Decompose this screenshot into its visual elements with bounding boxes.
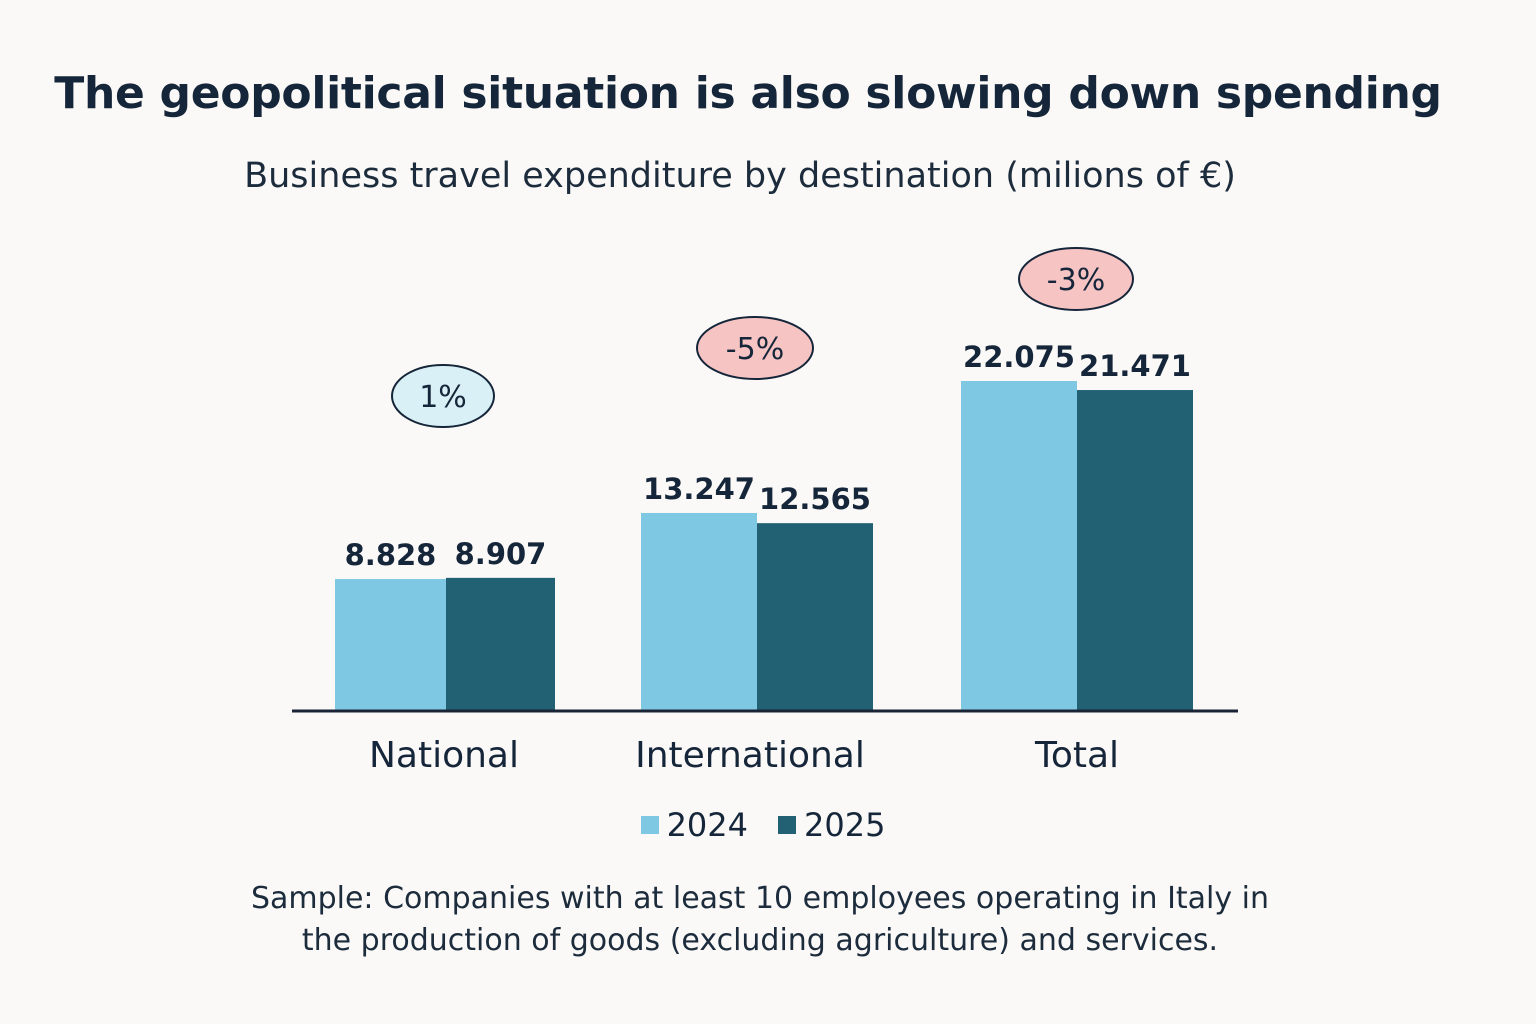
sample-note-line-2: the production of goods (excluding agric… (301, 923, 1219, 958)
category-label-international: International (635, 735, 865, 776)
legend-item-2024: 2024 (640, 806, 748, 844)
sample-note: Sample: Companies with at least 10 emplo… (0, 878, 1520, 962)
category-label-national: National (369, 735, 519, 776)
value-label-total-2025: 21.471 (1079, 349, 1191, 383)
change-label-total: -3% (1047, 263, 1105, 298)
bar-chart: 8.828 8.907 National 1% 13.247 12.565 Internat… (292, 247, 1238, 776)
bar-total-2025 (1077, 390, 1193, 711)
bar-national-2025 (446, 577, 555, 711)
legend: 2024 2025 (0, 806, 1526, 844)
value-label-international-2025: 12.565 (759, 482, 871, 516)
category-label-total: Total (1034, 735, 1119, 776)
change-badge-total (1018, 247, 1134, 311)
bar-international-2025 (757, 523, 873, 711)
legend-swatch-2024 (640, 816, 659, 834)
bar-national-2024 (335, 579, 446, 711)
sample-note-line-1: Sample: Companies with at least 10 emplo… (250, 881, 1270, 916)
change-label-national: 1% (419, 380, 467, 415)
value-label-international-2024: 13.247 (643, 472, 755, 506)
chart-subtitle: Business travel expenditure by destinati… (244, 156, 1236, 196)
change-label-international: -5% (726, 332, 784, 367)
change-badge-national (391, 364, 495, 428)
value-label-total-2024: 22.075 (963, 340, 1075, 374)
value-label-national-2024: 8.828 (345, 538, 437, 572)
legend-label-2025: 2025 (804, 806, 886, 844)
legend-swatch-2025 (778, 816, 796, 834)
bar-total-2024 (961, 381, 1077, 711)
chart-title: The geopolitical situation is also slowi… (54, 68, 1442, 119)
bar-international-2024 (641, 512, 757, 711)
change-badge-international (696, 316, 814, 380)
legend-label-2024: 2024 (666, 806, 748, 844)
legend-item-2025: 2025 (778, 806, 885, 844)
value-label-national-2025: 8.907 (455, 537, 547, 571)
